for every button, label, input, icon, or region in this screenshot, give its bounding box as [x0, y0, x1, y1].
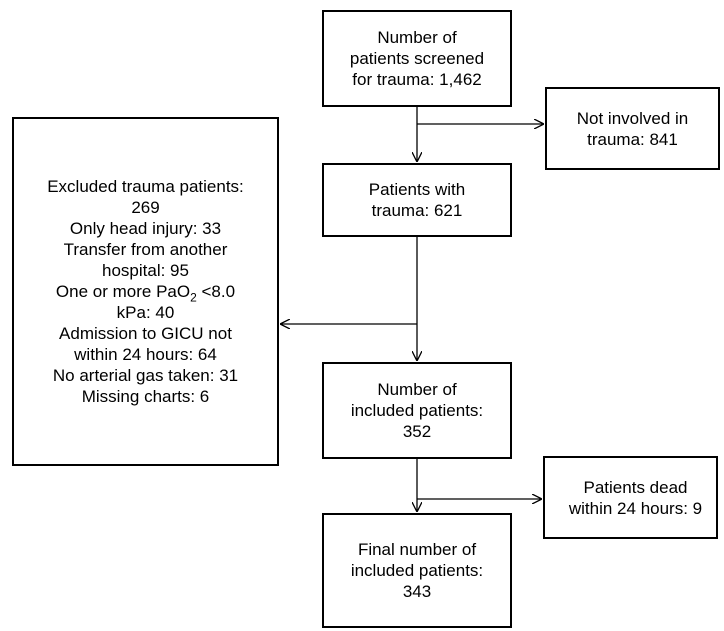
box-text-line: Final number of	[357, 540, 477, 559]
box-text-line: kPa: 40	[116, 303, 175, 322]
box-text-line: 269	[131, 198, 160, 217]
box-text-line: trauma: 841	[587, 129, 678, 149]
pao2-suffix: <8.0	[196, 282, 236, 301]
box-text-line: Not involved in	[576, 108, 689, 128]
box-text-line: Missing charts: 6	[81, 387, 210, 406]
box-text-line: within 24 hours: 64	[74, 345, 217, 364]
box-text-line: included patients:	[350, 561, 484, 580]
box-patients-with-trauma: Patients with trauma: 621	[322, 163, 512, 237]
box-text-line: Patients dead	[583, 477, 688, 497]
box-text-line: trauma: 621	[371, 201, 463, 220]
box-text-line-pao2: One or more PaO2 <8.0	[55, 281, 236, 305]
box-text-line: patients screened	[349, 49, 485, 68]
box-included-patients: Number of included patients: 352	[322, 362, 512, 459]
box-text-line: No arterial gas taken: 31	[52, 366, 239, 385]
box-text-line: hospital: 95	[102, 261, 189, 280]
box-not-involved-in-trauma: Not involved in trauma: 841	[545, 87, 720, 170]
box-text-line: Only head injury: 33	[69, 219, 222, 238]
pao2-prefix: One or more PaO	[55, 282, 191, 301]
box-final-included-patients: Final number of included patients: 343	[322, 513, 512, 628]
box-text-line: Number of	[377, 380, 457, 399]
box-text-line: within 24 hours: 9	[568, 498, 703, 518]
box-text-line: 343	[402, 582, 432, 601]
box-text-line: Number of	[377, 28, 457, 47]
box-text-line: Transfer from another	[63, 240, 228, 259]
box-text-line: for trauma: 1,462	[352, 70, 482, 89]
box-text-line: Excluded trauma patients:	[47, 177, 244, 196]
box-patients-dead-within-24h: Patients dead within 24 hours: 9	[543, 456, 718, 539]
box-text-line: Patients with	[368, 180, 466, 199]
box-text-line: Admission to GICU not	[59, 324, 232, 343]
pao2-subscript: 2	[190, 290, 197, 305]
box-excluded-trauma-patients: Excluded trauma patients: 269 Only head …	[12, 117, 279, 466]
box-text-line: included patients:	[350, 401, 484, 420]
box-patients-screened: Number of patients screened for trauma: …	[322, 10, 512, 107]
box-text-line: 352	[402, 422, 432, 441]
